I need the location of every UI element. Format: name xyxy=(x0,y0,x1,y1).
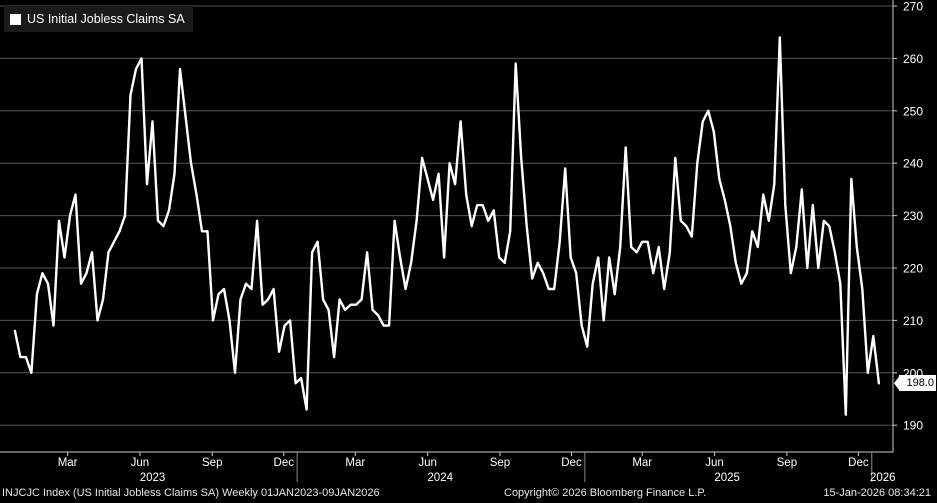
legend-swatch xyxy=(10,13,21,25)
footer-timestamp: 15-Jan-2026 08:34:21 xyxy=(823,487,931,499)
x-tick-label: Dec xyxy=(274,457,295,469)
x-tick-label: Sep xyxy=(202,457,222,469)
last-value-badge: 198.0 xyxy=(899,375,936,392)
x-tick-label: Mar xyxy=(632,457,652,469)
y-tick-label: 230 xyxy=(903,209,923,223)
y-tick-label: 220 xyxy=(903,262,923,276)
footer-security-description: INJCJC Index (US Initial Jobless Claims … xyxy=(2,487,380,499)
y-tick-label: 260 xyxy=(903,52,923,66)
x-tick-label: Dec xyxy=(848,457,869,469)
y-tick-label: 240 xyxy=(903,157,923,171)
y-tick-label: 190 xyxy=(903,419,923,433)
x-tick-label: Dec xyxy=(561,457,582,469)
footer-copyright: Copyright© 2026 Bloomberg Finance L.P. xyxy=(504,487,707,499)
chart-footer: INJCJC Index (US Initial Jobless Claims … xyxy=(0,485,937,503)
y-tick-label: 210 xyxy=(903,314,923,328)
x-year-label: 2025 xyxy=(714,472,740,484)
series-line-initial-jobless-claims xyxy=(13,36,881,416)
x-tick-label: Sep xyxy=(490,457,510,469)
y-tick-label: 250 xyxy=(903,104,923,118)
x-tick-label: Mar xyxy=(58,457,78,469)
x-tick-label: Jun xyxy=(131,457,150,469)
x-year-label: 2023 xyxy=(140,472,166,484)
x-tick-label: Mar xyxy=(345,457,365,469)
x-tick-label: Sep xyxy=(777,457,797,469)
last-value-pointer xyxy=(894,375,900,392)
chart-legend: US Initial Jobless Claims SA xyxy=(4,6,193,32)
x-year-label: 2026 xyxy=(870,472,896,484)
x-year-label: 2024 xyxy=(427,472,453,484)
x-tick-label: Jun xyxy=(705,457,724,469)
y-tick-label: 270 xyxy=(903,0,923,14)
legend-label: US Initial Jobless Claims SA xyxy=(27,12,185,26)
x-tick-label: Jun xyxy=(418,457,437,469)
